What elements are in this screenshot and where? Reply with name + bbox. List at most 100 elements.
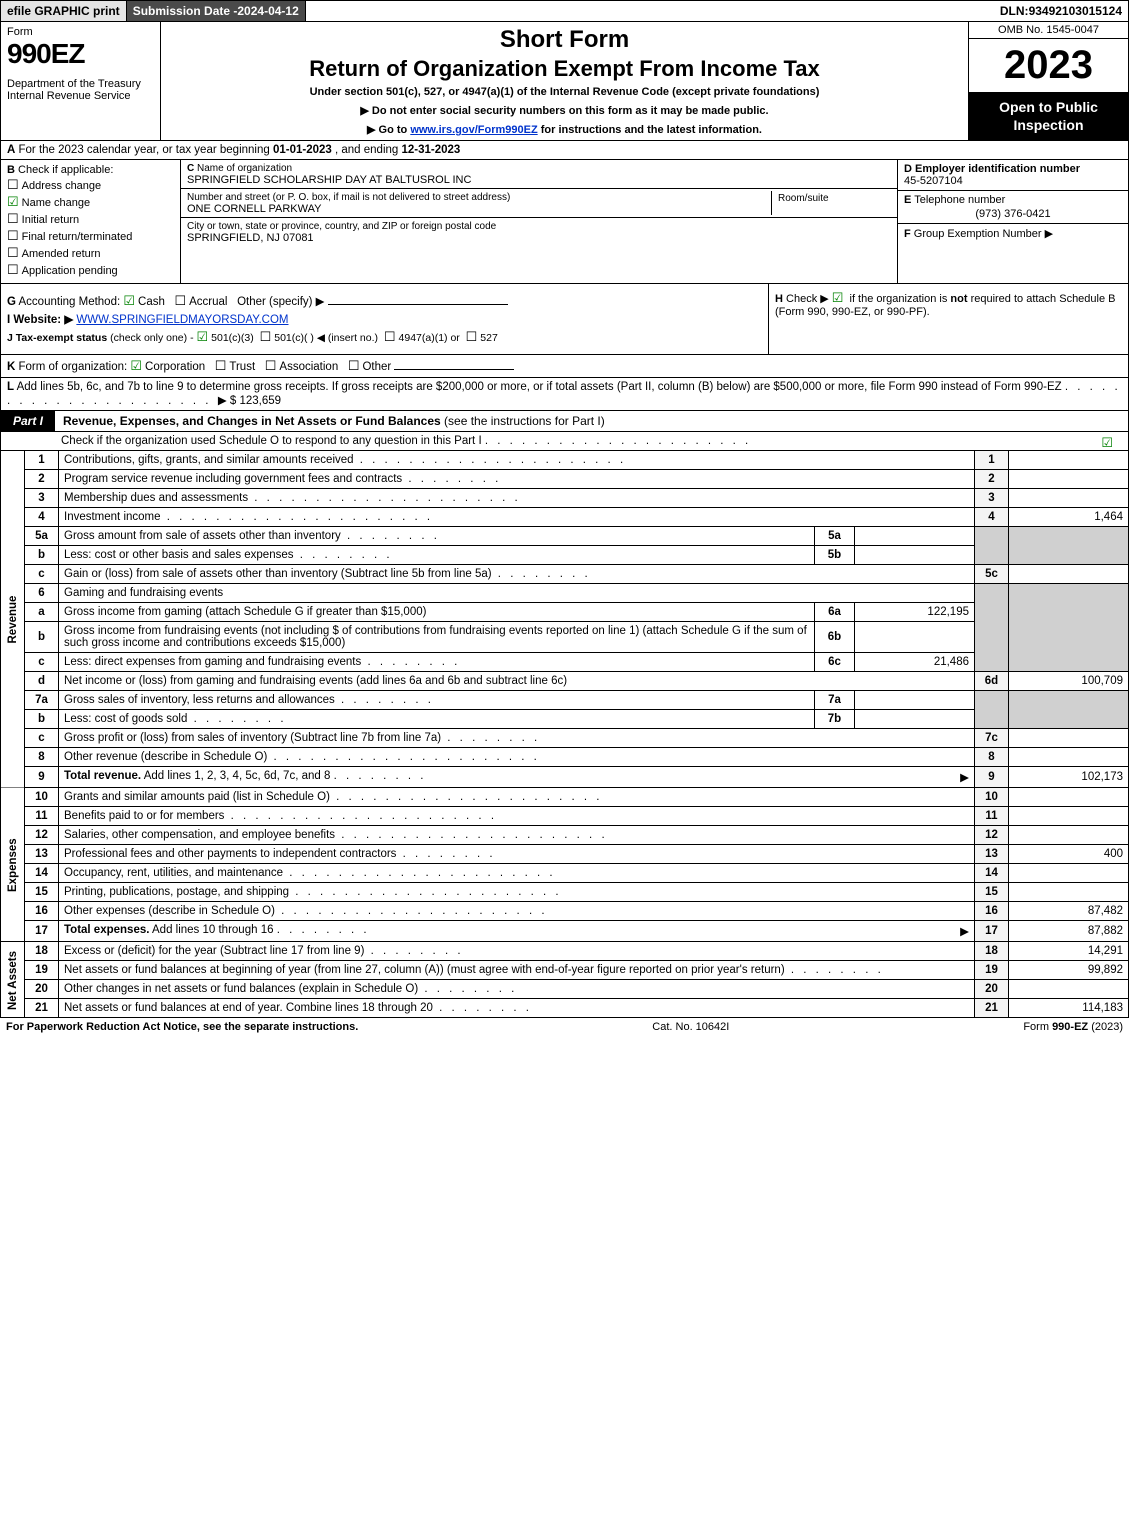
l7b-num: b [25, 710, 59, 729]
g-other-blank[interactable] [328, 304, 508, 305]
row-20: 20 Other changes in net assets or fund b… [1, 980, 1129, 999]
l9-desc-pre: Total revenue. [64, 770, 141, 782]
row-18: Net Assets 18 Excess or (deficit) for th… [1, 942, 1129, 961]
website-link[interactable]: WWW.SPRINGFIELDMAYORSDAY.COM [76, 314, 288, 326]
k-other-blank[interactable] [394, 369, 514, 370]
l20-box: 20 [975, 980, 1009, 999]
row-a-label: A [7, 144, 15, 156]
k-title: Form of organization: [19, 361, 131, 373]
l5a-desc-text: Gross amount from sale of assets other t… [64, 530, 341, 542]
irs-link[interactable]: www.irs.gov/Form990EZ [410, 124, 537, 136]
omb-number: OMB No. 1545-0047 [969, 22, 1128, 39]
org-name: SPRINGFIELD SCHOLARSHIP DAY AT BALTUSROL… [187, 174, 471, 186]
row-6: 6 Gaming and fundraising events [1, 584, 1129, 603]
row-5a: 5a Gross amount from sale of assets othe… [1, 527, 1129, 546]
l20-amt [1009, 980, 1129, 999]
l17-desc-pre: Total expenses. [64, 924, 149, 936]
l5b-sub: 5b [815, 546, 855, 565]
c-name-label: Name of organization [194, 163, 292, 174]
part1-title-text: Revenue, Expenses, and Changes in Net As… [63, 414, 444, 428]
e-label: E [904, 194, 911, 206]
l13-desc-text: Professional fees and other payments to … [64, 848, 396, 860]
k-corp[interactable]: Corporation [130, 361, 205, 373]
k-other[interactable]: Other [348, 361, 391, 373]
l4-amt: 1,464 [1009, 508, 1129, 527]
l10-amt [1009, 788, 1129, 807]
l4-desc: Investment income [59, 508, 975, 527]
l9-amt: 102,173 [1009, 767, 1129, 788]
section-f: F Group Exemption Number ▶ [898, 224, 1128, 243]
part1-dots [485, 435, 751, 447]
l6-num: 6 [25, 584, 59, 603]
j-527[interactable]: 527 [466, 332, 498, 344]
l17-box: 17 [975, 921, 1009, 942]
l4-desc-text: Investment income [64, 511, 161, 523]
j-501c[interactable]: 501(c)( ) ◀ (insert no.) [260, 332, 378, 344]
l-text: Add lines 5b, 6c, and 7b to line 9 to de… [17, 381, 1062, 393]
chk-application-pending[interactable]: Application pending [7, 262, 174, 278]
footer-mid: Cat. No. 10642I [652, 1021, 729, 1033]
l17-desc: Total expenses. Add lines 10 through 16 … [59, 921, 975, 942]
l5a-num: 5a [25, 527, 59, 546]
l7a-desc: Gross sales of inventory, less returns a… [59, 691, 815, 710]
footer-right-post: (2023) [1091, 1021, 1123, 1033]
l8-desc-text: Other revenue (describe in Schedule O) [64, 751, 267, 763]
l18-num: 18 [25, 942, 59, 961]
instr-goto: ▶ Go to www.irs.gov/Form990EZ for instru… [167, 123, 962, 136]
chk-final-return[interactable]: Final return/terminated [7, 228, 174, 244]
row-4: 4 Investment income 4 1,464 [1, 508, 1129, 527]
row-13: 13 Professional fees and other payments … [1, 845, 1129, 864]
chk-initial-return[interactable]: Initial return [7, 211, 174, 227]
submission-date: Submission Date - 2024-04-12 [127, 1, 306, 21]
l5c-desc: Gain or (loss) from sale of assets other… [59, 565, 975, 584]
j-4947[interactable]: 4947(a)(1) or [384, 332, 460, 344]
l4-box: 4 [975, 508, 1009, 527]
chk-amended-return[interactable]: Amended return [7, 245, 174, 261]
l5c-num: c [25, 565, 59, 584]
l15-num: 15 [25, 883, 59, 902]
l10-box: 10 [975, 788, 1009, 807]
l6c-num: c [25, 653, 59, 672]
section-def: D Employer identification number 45-5207… [898, 160, 1128, 283]
c-addr-label: Number and street (or P. O. box, if mail… [187, 192, 510, 203]
tax-year: 2023 [969, 39, 1128, 92]
l6a-sub: 6a [815, 603, 855, 622]
k-assoc[interactable]: Association [265, 361, 338, 373]
l8-desc: Other revenue (describe in Schedule O) [59, 748, 975, 767]
shade-6-amt [1009, 584, 1129, 672]
ghi-left: G Accounting Method: Cash Accrual Other … [1, 284, 768, 354]
header-left: Form 990EZ Department of the Treasury In… [1, 22, 161, 140]
room-suite: Room/suite [771, 191, 891, 215]
j-label: J [7, 332, 13, 344]
l16-desc-text: Other expenses (describe in Schedule O) [64, 905, 275, 917]
part1-label: Part I [1, 411, 55, 431]
section-i: I Website: ▶ WWW.SPRINGFIELDMAYORSDAY.CO… [7, 312, 762, 326]
section-e: E Telephone number (973) 376-0421 [898, 191, 1128, 224]
l6a-num: a [25, 603, 59, 622]
l18-desc-text: Excess or (deficit) for the year (Subtra… [64, 945, 364, 957]
g-accrual[interactable]: Accrual [174, 296, 227, 308]
chk-address-change[interactable]: Address change [7, 177, 174, 193]
sidebar-revenue: Revenue [1, 451, 25, 788]
l6c-subamt: 21,486 [855, 653, 975, 672]
chk-name-change[interactable]: Name change [7, 194, 174, 210]
subtitle: Under section 501(c), 527, or 4947(a)(1)… [167, 86, 962, 98]
h-checkbox[interactable] [832, 293, 847, 305]
l7c-desc-text: Gross profit or (loss) from sales of inv… [64, 732, 441, 744]
l7c-amt [1009, 729, 1129, 748]
row-17: 17 Total expenses. Add lines 10 through … [1, 921, 1129, 942]
section-k: K Form of organization: Corporation Trus… [0, 355, 1129, 378]
l21-box: 21 [975, 999, 1009, 1018]
dept-treasury: Department of the Treasury [7, 78, 154, 90]
l12-amt [1009, 826, 1129, 845]
ein-value: 45-5207104 [904, 175, 963, 187]
j-title: Tax-exempt status [16, 332, 110, 344]
l11-num: 11 [25, 807, 59, 826]
row-14: 14 Occupancy, rent, utilities, and maint… [1, 864, 1129, 883]
j-501c3[interactable]: 501(c)(3) [196, 332, 253, 344]
part1-checkbox[interactable] [1095, 435, 1122, 451]
efile-print-button[interactable]: efile GRAPHIC print [1, 1, 127, 21]
l6b-num: b [25, 622, 59, 653]
g-cash[interactable]: Cash [123, 296, 165, 308]
k-trust[interactable]: Trust [215, 361, 255, 373]
